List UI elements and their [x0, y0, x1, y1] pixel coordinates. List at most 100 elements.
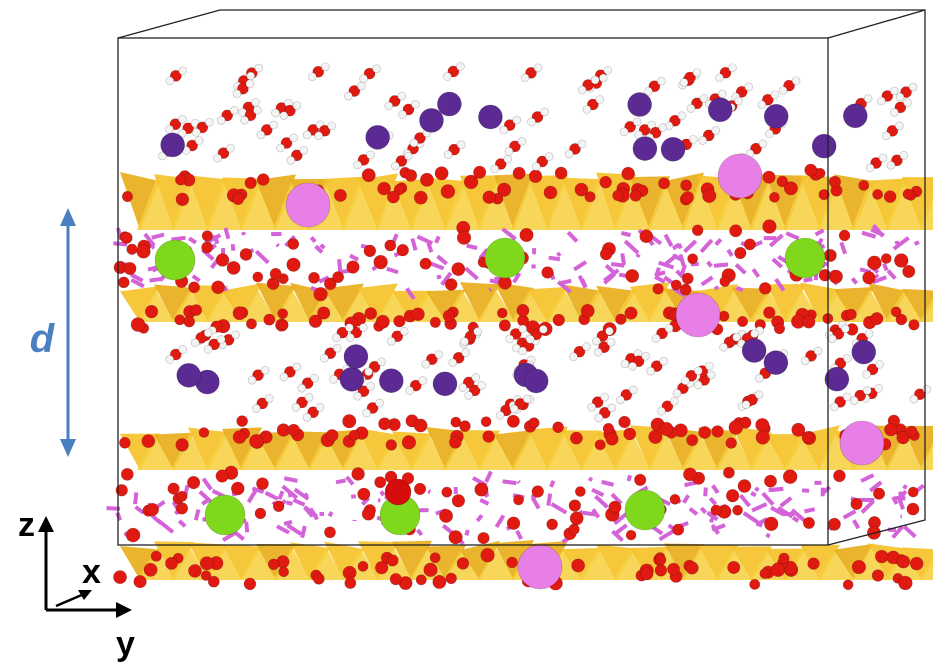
oxygen	[270, 268, 281, 279]
oxygen	[655, 555, 666, 566]
hydrogen	[412, 100, 420, 108]
oxygen	[268, 559, 279, 570]
oxygen	[744, 239, 755, 250]
oxygen	[414, 191, 427, 204]
bond	[781, 498, 792, 506]
oxygen	[779, 553, 790, 564]
x-label: x	[82, 553, 101, 591]
oxygen	[288, 238, 299, 249]
hydrogen	[478, 381, 486, 389]
oxygen	[333, 272, 344, 283]
hydrogen	[444, 151, 452, 159]
hydrogen	[642, 352, 650, 360]
hydrogen	[765, 130, 773, 138]
cell-edge	[828, 10, 925, 38]
cation-pink	[286, 183, 330, 227]
oxygen	[231, 482, 244, 495]
bond	[804, 509, 814, 511]
bond	[436, 236, 439, 242]
oxygen	[555, 167, 567, 179]
oxygen	[851, 498, 863, 510]
oxygen	[867, 256, 881, 270]
hydrogen	[519, 325, 527, 333]
potassium	[344, 345, 368, 369]
cation-pink	[840, 421, 884, 465]
bond	[714, 265, 728, 266]
cation-green	[205, 495, 245, 535]
hydrogen	[330, 375, 338, 383]
oxygen	[884, 423, 897, 436]
oxygen	[124, 262, 136, 274]
bond	[279, 491, 282, 499]
cation-pink	[676, 293, 720, 337]
hydrogen	[718, 90, 726, 98]
potassium	[764, 104, 788, 128]
bond	[728, 250, 732, 256]
oxygen	[819, 269, 831, 281]
bond	[350, 256, 358, 260]
hydrogen	[365, 368, 373, 376]
hydrogen	[496, 411, 504, 419]
bond	[466, 530, 467, 535]
hydrogen	[629, 362, 637, 370]
hydrogen	[534, 64, 542, 72]
hydrogen	[344, 92, 352, 100]
hydrogen	[896, 93, 904, 101]
hydrogen	[523, 395, 531, 403]
hydrogen	[660, 357, 668, 365]
bond	[628, 475, 630, 481]
hydrogen	[246, 80, 254, 88]
hydrogen	[240, 116, 248, 124]
hydrogen	[923, 385, 931, 393]
potassium	[633, 137, 657, 161]
oxygen	[288, 424, 300, 436]
oxygen	[783, 470, 797, 484]
hydrogen	[887, 161, 895, 169]
oxygen	[894, 254, 908, 268]
hydrogen	[647, 367, 655, 375]
oxygen	[349, 430, 359, 440]
oxygen	[279, 567, 289, 577]
hydrogen	[712, 126, 720, 134]
oxygen	[760, 569, 770, 579]
oxygen	[613, 190, 624, 201]
oxygen	[634, 474, 646, 486]
oxygen	[808, 558, 820, 570]
oxygen	[212, 281, 225, 294]
bond	[888, 271, 895, 279]
oxygen	[442, 487, 452, 497]
hydrogen	[305, 393, 313, 401]
hydrogen	[693, 69, 701, 77]
oxygen	[774, 323, 785, 334]
bond	[862, 233, 876, 237]
oxygen	[264, 314, 275, 325]
oxygen	[499, 320, 510, 331]
hydrogen	[678, 112, 686, 120]
hydrogen	[519, 347, 527, 355]
oxygen	[232, 193, 244, 205]
hydrogen	[398, 92, 406, 100]
bond	[311, 237, 315, 241]
bond	[249, 491, 256, 502]
oxygen	[873, 488, 884, 499]
oxygen	[313, 573, 324, 584]
oxygen	[121, 232, 132, 243]
potassium	[524, 369, 548, 393]
hydrogen	[359, 324, 367, 332]
oxygen	[189, 282, 200, 293]
hydrogen	[265, 394, 273, 402]
bond	[816, 230, 824, 234]
hydrogen	[779, 87, 787, 95]
oxygen	[119, 437, 130, 448]
page: {"labels": {"spacing": "d", "axis_z": "z…	[0, 0, 933, 664]
bond	[548, 494, 550, 506]
oxygen	[412, 308, 425, 321]
hydrogen	[298, 384, 306, 392]
hydrogen	[699, 136, 707, 144]
hydrogen	[863, 387, 871, 395]
hydrogen	[321, 63, 329, 71]
hydrogen	[195, 137, 203, 145]
oxygen	[702, 189, 716, 203]
bond	[136, 507, 144, 513]
oxygen	[619, 416, 631, 428]
